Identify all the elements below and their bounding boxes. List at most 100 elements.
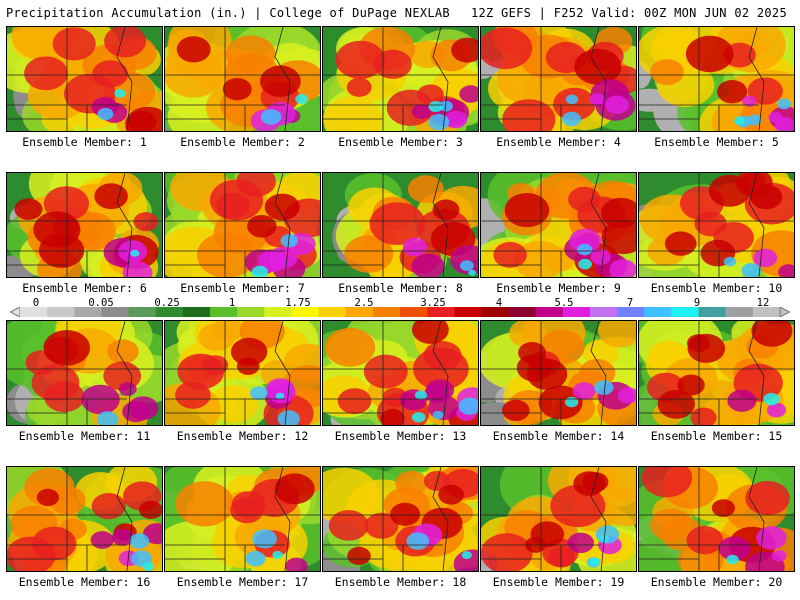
colorbar-tick-label: 3.25 [420, 297, 446, 309]
colorbar-tick-label: 4 [495, 297, 503, 309]
member-caption: Ensemble Member: 1 [22, 135, 147, 149]
map-panel-member-17 [164, 466, 321, 572]
valid-time: 12Z GEFS | F252 Valid: 00Z MON JUN 02 20… [470, 6, 787, 20]
member-caption: Ensemble Member: 17 [176, 575, 309, 589]
precip-map [481, 173, 636, 277]
member-caption: Ensemble Member: 2 [180, 135, 305, 149]
precip-map [165, 27, 320, 131]
member-caption: Ensemble Member: 3 [338, 135, 463, 149]
map-panel-member-2 [164, 26, 321, 132]
map-panel-member-8 [322, 172, 479, 278]
map-panel-member-4 [480, 26, 637, 132]
member-caption: Ensemble Member: 9 [496, 281, 621, 295]
colorbar-swatch [155, 307, 184, 317]
member-caption: Ensemble Member: 18 [334, 575, 467, 589]
precip-map [7, 27, 162, 131]
colorbar-swatch [128, 307, 157, 317]
member-caption: Ensemble Member: 4 [496, 135, 621, 149]
precip-map [639, 27, 794, 131]
colorbar-swatch [345, 307, 374, 317]
precip-map [165, 467, 320, 571]
colorbar-tick-label: 0.05 [88, 297, 114, 309]
colorbar-swatch [454, 307, 482, 317]
member-caption: Ensemble Member: 6 [22, 281, 147, 295]
colorbar-swatch [264, 307, 292, 317]
colorbar-tick-label: 1.75 [285, 297, 311, 309]
colorbar-swatch [590, 307, 618, 317]
colorbar-swatch [237, 307, 265, 317]
precip-map [323, 467, 478, 571]
colorbar-tick-label: 7 [626, 297, 634, 309]
member-caption: Ensemble Member: 10 [650, 281, 783, 295]
precip-map [323, 173, 478, 277]
map-panel-member-13 [322, 320, 479, 426]
map-panel-member-9 [480, 172, 637, 278]
precip-map [323, 321, 478, 425]
map-panel-member-3 [322, 26, 479, 132]
member-caption: Ensemble Member: 13 [334, 429, 467, 443]
colorbar-swatch [644, 307, 672, 317]
precip-map [7, 173, 162, 277]
colorbar-tick-label: 2.5 [354, 297, 374, 309]
colorbar-swatch [210, 307, 238, 317]
map-panel-member-1 [6, 26, 163, 132]
map-panel-member-7 [164, 172, 321, 278]
precip-map [323, 27, 478, 131]
colorbar-tick-label: 5.5 [554, 297, 574, 309]
map-panel-member-20 [638, 466, 795, 572]
precip-map [165, 173, 320, 277]
colorbar-tick-label: 1 [228, 297, 236, 309]
colorbar-tick-label: 0 [32, 297, 40, 309]
colorbar-tick-label: 9 [693, 297, 701, 309]
colorbar-swatch [481, 307, 509, 317]
precip-map [165, 321, 320, 425]
colorbar-swatch [725, 307, 754, 317]
map-title: Precipitation Accumulation (in.) | Colle… [6, 6, 450, 20]
colorbar-swatch [318, 307, 347, 317]
colorbar-swatch [508, 307, 537, 317]
member-caption: Ensemble Member: 5 [654, 135, 779, 149]
map-panel-member-14 [480, 320, 637, 426]
precip-map [7, 321, 162, 425]
colorbar-swatch [427, 307, 455, 317]
map-panel-member-19 [480, 466, 637, 572]
precip-map [639, 467, 794, 571]
map-panel-member-18 [322, 466, 479, 572]
map-panel-member-5 [638, 26, 795, 132]
member-caption: Ensemble Member: 16 [18, 575, 151, 589]
map-panel-member-11 [6, 320, 163, 426]
colorbar-swatch [400, 307, 428, 317]
colorbar-swatch [47, 307, 75, 317]
precip-map [7, 467, 162, 571]
precip-map [639, 173, 794, 277]
map-panel-member-6 [6, 172, 163, 278]
member-caption: Ensemble Member: 19 [492, 575, 625, 589]
colorbar-swatch [698, 307, 727, 317]
map-panel-member-12 [164, 320, 321, 426]
member-caption: Ensemble Member: 11 [18, 429, 151, 443]
colorbar-swatch [74, 307, 102, 317]
colorbar-swatch [101, 307, 129, 317]
member-caption: Ensemble Member: 20 [650, 575, 783, 589]
colorbar-max-arrow [779, 307, 790, 317]
map-panel-member-10 [638, 172, 795, 278]
colorbar-swatch [562, 307, 591, 317]
colorbar-swatch [372, 307, 401, 317]
colorbar-swatch [291, 307, 319, 317]
colorbar-tick-label: 0.25 [154, 297, 180, 309]
color-scale-bar [10, 307, 790, 317]
member-caption: Ensemble Member: 14 [492, 429, 625, 443]
member-caption: Ensemble Member: 12 [176, 429, 309, 443]
precip-map [481, 467, 636, 571]
map-panel-member-16 [6, 466, 163, 572]
precip-map [481, 321, 636, 425]
colorbar-swatch [20, 307, 48, 317]
colorbar-min-arrow [10, 307, 21, 317]
member-caption: Ensemble Member: 8 [338, 281, 463, 295]
precip-map [639, 321, 794, 425]
colorbar-swatch [535, 307, 564, 317]
colorbar-tick-label: 12 [756, 297, 770, 309]
precip-map [481, 27, 636, 131]
colorbar-swatch [617, 307, 645, 317]
map-panel-member-15 [638, 320, 795, 426]
